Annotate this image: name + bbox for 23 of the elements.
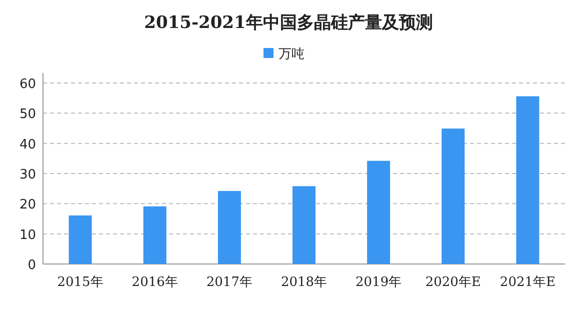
bar: [218, 190, 241, 264]
legend-label: 万吨: [278, 47, 304, 62]
y-tick-label: 10: [19, 228, 36, 243]
bar: [143, 206, 166, 264]
bar: [292, 186, 316, 264]
y-tick-label: 20: [19, 198, 36, 213]
y-tick-label: 60: [19, 77, 36, 92]
y-tick-label: 0: [28, 258, 36, 273]
x-tick-label: 2018年: [280, 275, 328, 290]
x-tick-label: 2021年E: [500, 275, 556, 290]
y-tick-label: 30: [19, 168, 36, 182]
bar: [442, 128, 465, 264]
y-tick-label: 50: [19, 107, 36, 122]
bar: [516, 96, 540, 264]
x-tick-label: 2015年: [57, 275, 104, 290]
bar: [367, 160, 390, 264]
bar: [68, 215, 92, 264]
x-tick-label: 2020年E: [425, 275, 481, 290]
x-tick-label: 2019年: [356, 275, 402, 290]
y-tick-label: 40: [19, 137, 36, 152]
x-tick-label: 2016年: [132, 275, 178, 290]
x-tick-label: 2017年: [206, 275, 252, 290]
chart-title: 2015-2021年中国多晶硅产量及预测: [144, 13, 433, 33]
